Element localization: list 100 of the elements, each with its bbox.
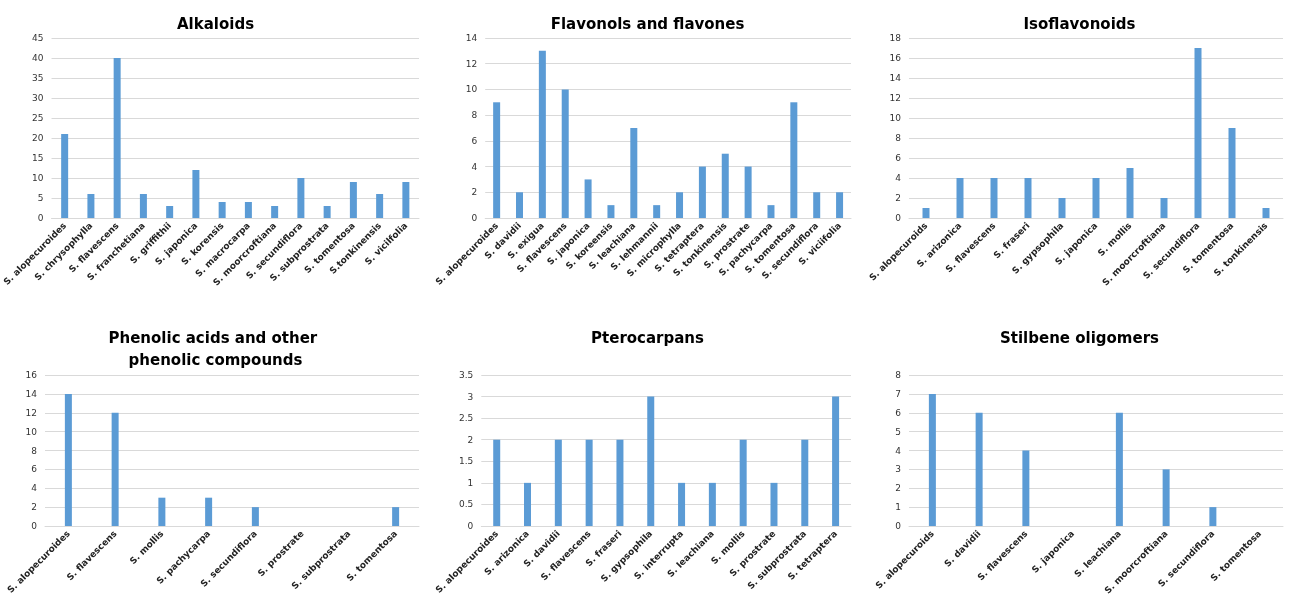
bar — [516, 192, 523, 218]
bar — [538, 50, 546, 218]
bar — [922, 208, 930, 218]
chart-title: Flavonols and flavones — [550, 15, 745, 33]
bar — [251, 507, 259, 526]
chart-title: Isoflavonoids — [1023, 15, 1136, 33]
y-tick-label: 3.5 — [458, 370, 474, 380]
y-tick-label: 3 — [467, 391, 474, 402]
y-tick-label: 14 — [25, 388, 38, 399]
y-tick-label: 1 — [895, 502, 901, 513]
y-tick-label: 5 — [37, 193, 44, 203]
y-tick-label: 2.5 — [458, 413, 474, 424]
bar — [271, 206, 279, 218]
bar — [349, 182, 357, 218]
bar — [493, 439, 501, 526]
bar — [166, 206, 174, 218]
bar — [721, 153, 729, 218]
y-tick-label: 8 — [895, 370, 902, 380]
y-tick-label: 10 — [889, 113, 902, 123]
y-tick-label: 3 — [895, 464, 901, 475]
bar — [1194, 48, 1202, 218]
y-tick-label: 6 — [471, 135, 478, 146]
y-tick-label: 6 — [31, 464, 38, 475]
bar — [647, 396, 655, 526]
y-tick-label: 12 — [465, 58, 478, 69]
bar — [1092, 178, 1100, 218]
y-tick-label: 10 — [465, 84, 478, 95]
bar — [676, 192, 684, 218]
y-tick-label: 10 — [32, 173, 44, 183]
bar — [616, 439, 624, 526]
bar — [607, 205, 615, 218]
y-tick-label: 2 — [471, 187, 478, 198]
y-tick-label: 0 — [471, 213, 478, 223]
bar — [158, 497, 166, 526]
y-tick-label: 10 — [25, 426, 38, 437]
bar — [61, 134, 69, 218]
bar — [832, 396, 840, 526]
chart-title: Alkaloids — [176, 15, 255, 33]
bar — [1162, 469, 1170, 526]
y-tick-label: 35 — [32, 73, 44, 83]
y-tick-label: 2 — [31, 502, 37, 513]
y-tick-label: 4 — [31, 483, 38, 494]
bar — [1115, 412, 1123, 526]
y-tick-label: 4 — [895, 445, 902, 456]
bar — [561, 89, 569, 218]
y-tick-label: 0 — [467, 521, 474, 531]
bar — [790, 102, 798, 218]
bar — [990, 178, 998, 218]
bar — [192, 170, 200, 218]
y-tick-label: 0 — [895, 521, 902, 531]
y-tick-label: 15 — [32, 153, 44, 163]
y-tick-label: 0 — [895, 213, 902, 223]
bar — [928, 393, 936, 526]
bar — [708, 482, 716, 526]
bar — [1024, 178, 1032, 218]
y-tick-label: 7 — [895, 388, 901, 399]
y-tick-label: 12 — [25, 407, 37, 418]
bar — [376, 194, 384, 218]
y-tick-label: 45 — [32, 33, 44, 43]
y-tick-label: 8 — [31, 445, 38, 456]
y-tick-label: 0 — [31, 521, 38, 531]
bar — [113, 58, 121, 218]
y-tick-label: 12 — [889, 93, 901, 103]
bar — [698, 166, 706, 218]
y-tick-label: 8 — [895, 133, 902, 143]
bar — [297, 178, 305, 218]
y-tick-label: 4 — [471, 161, 478, 172]
bar — [1022, 450, 1030, 526]
bar — [524, 482, 532, 526]
y-tick-label: 4 — [895, 173, 902, 183]
bar — [402, 182, 410, 218]
bar — [1126, 168, 1134, 218]
y-tick-label: 30 — [32, 93, 44, 103]
bar — [584, 179, 592, 218]
y-tick-label: 2 — [895, 483, 901, 494]
bar — [630, 128, 638, 218]
bar — [585, 439, 593, 526]
bar — [767, 205, 775, 218]
y-tick-label: 6 — [895, 407, 902, 418]
bar — [1209, 507, 1217, 526]
bar — [836, 192, 844, 218]
chart-title: Pterocarpans — [591, 329, 705, 347]
y-tick-label: 18 — [889, 33, 902, 43]
y-tick-label: 14 — [889, 73, 902, 83]
bar — [392, 507, 400, 526]
bar — [1058, 198, 1066, 218]
bar — [770, 482, 778, 526]
bar — [801, 439, 809, 526]
bar — [554, 439, 562, 526]
y-tick-label: 2 — [467, 434, 474, 445]
y-tick-label: 16 — [25, 370, 38, 380]
y-tick-label: 2 — [895, 193, 901, 203]
bar — [653, 205, 661, 218]
y-tick-label: 1.5 — [458, 456, 474, 467]
chart-title: Phenolic acids and other phenolic compounds — [108, 329, 323, 369]
y-tick-label: 5 — [895, 426, 901, 437]
bar — [1228, 128, 1236, 218]
y-tick-label: 25 — [32, 113, 44, 123]
y-tick-label: 1 — [467, 477, 474, 488]
bar — [975, 412, 983, 526]
